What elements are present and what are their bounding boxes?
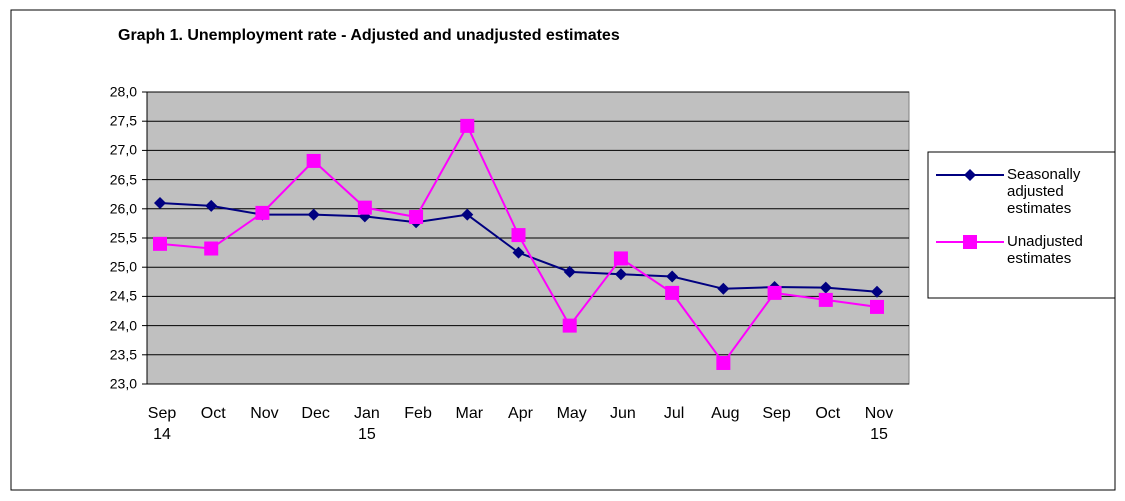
- y-tick-label: 27,5: [109, 112, 137, 129]
- y-tick-label: 23,5: [109, 346, 137, 363]
- x-tick-label: Nov 15: [864, 405, 894, 443]
- legend-label: Unadjusted estimates: [1007, 233, 1083, 267]
- y-tick-label: 23,0: [109, 375, 137, 392]
- legend-label: Seasonally adjusted estimates: [1007, 166, 1081, 217]
- x-tick-label: Feb: [404, 405, 432, 422]
- marker: [562, 318, 577, 333]
- legend-marker: [964, 169, 976, 181]
- marker: [512, 246, 525, 259]
- x-tick-label: Aug: [711, 405, 740, 422]
- marker: [357, 200, 372, 215]
- x-tick-label: Dec: [301, 405, 330, 422]
- marker: [717, 282, 730, 295]
- y-tick-label: 28,0: [109, 83, 137, 100]
- y-tick-label: 26,5: [109, 171, 137, 188]
- marker: [461, 208, 474, 221]
- marker: [767, 285, 782, 300]
- x-tick-label: Mar: [455, 405, 484, 422]
- marker: [154, 196, 166, 209]
- marker: [563, 265, 576, 278]
- x-tick-label: Jun: [610, 405, 636, 422]
- marker: [818, 292, 833, 307]
- x-tick-label: May: [556, 405, 587, 422]
- marker: [204, 241, 219, 256]
- marker: [306, 153, 321, 168]
- chart-title: Graph 1. Unemployment rate - Adjusted an…: [118, 27, 620, 44]
- marker: [870, 299, 884, 314]
- marker: [307, 208, 320, 221]
- x-tick-label: Oct: [815, 405, 841, 422]
- marker: [255, 205, 270, 220]
- x-tick-label: Apr: [508, 405, 533, 422]
- marker: [819, 281, 832, 294]
- marker: [666, 270, 679, 283]
- y-tick-label: 25,5: [109, 229, 137, 246]
- x-tick-label: Sep 14: [147, 405, 177, 443]
- x-tick-label: Jan 15: [353, 405, 380, 443]
- marker: [871, 285, 883, 298]
- x-tick-label: Nov: [250, 405, 279, 422]
- y-tick-label: 24,0: [109, 317, 137, 334]
- y-tick-label: 26,0: [109, 200, 137, 217]
- marker: [665, 285, 680, 300]
- marker: [460, 118, 475, 133]
- marker: [153, 236, 167, 251]
- y-tick-label: 25,0: [109, 258, 137, 275]
- y-tick-label: 27,0: [109, 141, 137, 158]
- x-tick-label: Jul: [663, 405, 685, 422]
- legend-marker: [963, 235, 977, 249]
- y-tick-label: 24,5: [109, 287, 137, 304]
- legend-box: [927, 151, 1116, 299]
- marker: [409, 209, 424, 224]
- x-tick-label: Sep: [762, 405, 791, 422]
- marker: [511, 228, 526, 243]
- marker: [614, 268, 627, 281]
- marker: [205, 199, 218, 212]
- x-tick-label: Oct: [200, 405, 226, 422]
- marker: [716, 355, 731, 370]
- marker: [613, 251, 628, 266]
